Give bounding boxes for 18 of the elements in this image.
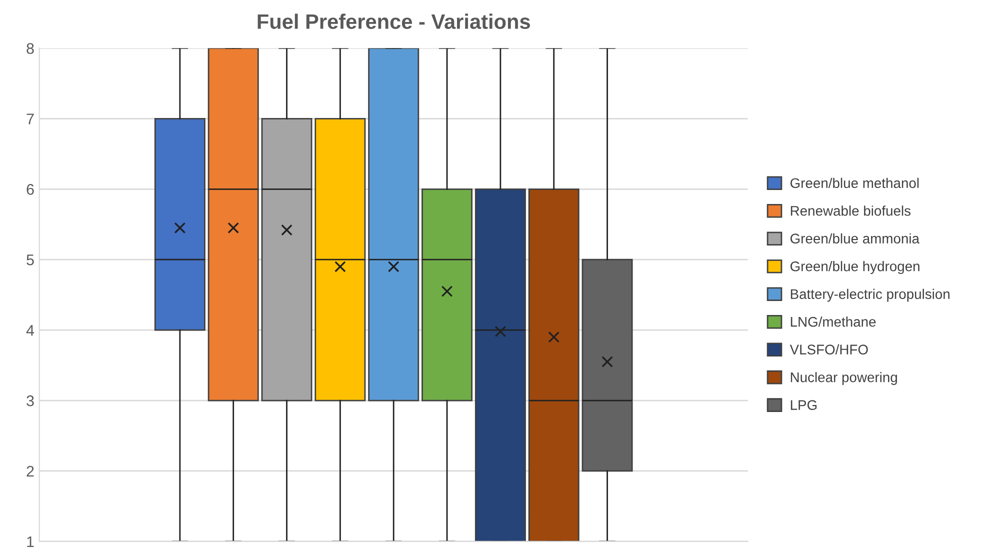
legend-label: Green/blue hydrogen (790, 261, 920, 274)
legend-label: LPG (790, 400, 817, 410)
chart-title: Fuel Preference - Variations (258, 14, 530, 29)
y-tick-label: 5 (26, 254, 34, 266)
legend-label: Green/blue methanol (790, 178, 919, 188)
legend-label: Nuclear powering (790, 372, 897, 385)
y-tick-label: 1 (27, 536, 34, 547)
legend-label: LNG/methane (790, 316, 876, 327)
y-tick-label: 7 (26, 114, 34, 124)
legend-label: Battery-electric propulsion (790, 288, 950, 302)
y-tick-label: 4 (26, 325, 34, 336)
y-tick-label: 6 (26, 184, 34, 195)
y-tick-label: 2 (26, 466, 34, 477)
y-tick-label: 3 (26, 395, 34, 406)
legend-label: Renewable biofuels (790, 206, 911, 216)
legend-label: VLSFO/HFO (790, 344, 868, 354)
y-tick-label: 8 (26, 43, 34, 54)
legend-label: Green/blue ammonia (790, 233, 920, 244)
